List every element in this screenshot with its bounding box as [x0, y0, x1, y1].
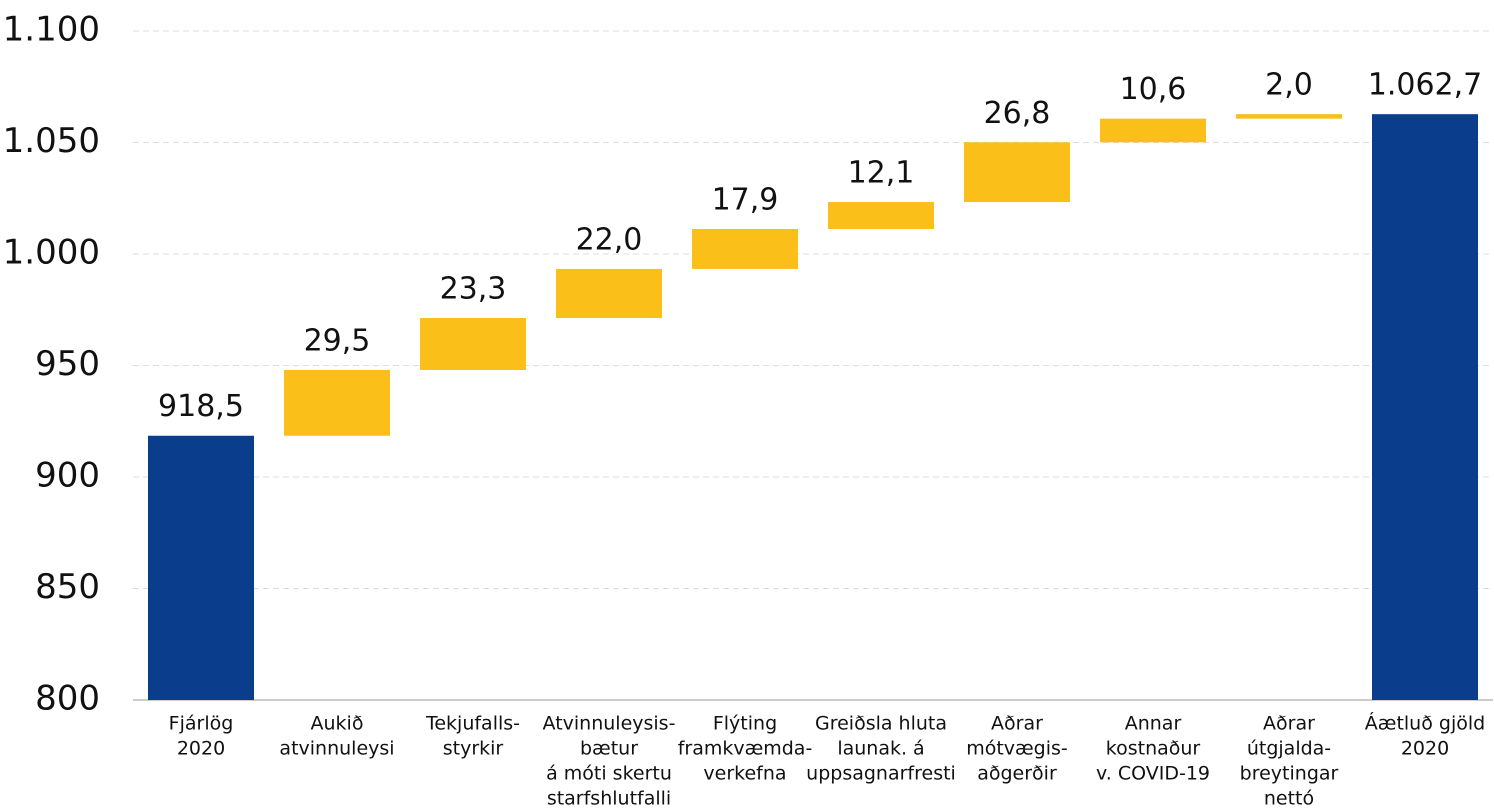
y-tick-label: 950	[35, 344, 100, 384]
value-label: 29,5	[304, 323, 371, 358]
y-tick-label: 900	[35, 456, 100, 496]
x-tick-label: Flýting	[713, 713, 777, 735]
bar	[964, 142, 1070, 203]
x-tick-label: mótvægis-	[966, 738, 1068, 760]
x-tick-label: atvinnuleysi	[279, 738, 394, 760]
bar	[148, 435, 254, 700]
y-tick-label: 1.050	[3, 121, 100, 161]
x-tick-label: á móti skertu	[546, 763, 672, 785]
x-tick-label: framkvæmda-	[678, 738, 813, 760]
x-tick-label: Tekjufalls-	[425, 713, 520, 735]
x-tick-label: Aðrar	[1263, 713, 1315, 735]
value-label: 918,5	[158, 389, 244, 424]
x-tick-label: 2020	[177, 738, 225, 760]
x-tick-label: breytingar	[1240, 763, 1339, 785]
value-label: 23,3	[440, 272, 507, 307]
x-tick-label: kostnaður	[1106, 738, 1201, 760]
bar	[284, 369, 390, 436]
x-tick-label: starfshlutfalli	[547, 788, 671, 810]
x-tick-label: styrkir	[443, 738, 504, 760]
bar	[1100, 118, 1206, 143]
y-tick-label: 800	[35, 679, 100, 719]
x-tick-label: bætur	[580, 738, 638, 760]
x-tick-label: Aðrar	[991, 713, 1043, 735]
bar	[1236, 114, 1342, 119]
y-tick-label: 1.000	[3, 233, 100, 273]
x-tick-label: v. COVID-19	[1096, 763, 1210, 785]
x-tick-label: Greiðsla hluta	[815, 713, 947, 735]
x-tick-label: launak. á	[837, 738, 924, 760]
value-label: 22,0	[576, 222, 643, 257]
x-tick-label: 2020	[1401, 738, 1449, 760]
bar	[828, 202, 934, 230]
x-tick-label: útgjalda-	[1247, 738, 1331, 760]
bar	[556, 268, 662, 319]
x-tick-label: Fjárlög	[169, 713, 234, 735]
x-tick-label: Aukið	[311, 713, 364, 735]
bar	[692, 229, 798, 269]
value-label: 17,9	[712, 183, 779, 218]
bar	[420, 318, 526, 370]
value-label: 10,6	[1120, 72, 1187, 107]
value-label: 26,8	[984, 96, 1051, 131]
x-tick-label: Atvinnuleysis-	[543, 713, 676, 735]
y-tick-label: 1.100	[3, 10, 100, 50]
value-label: 1.062,7	[1368, 68, 1483, 103]
x-tick-label: Áætluð gjöld	[1365, 712, 1485, 735]
x-tick-label: nettó	[1264, 788, 1314, 810]
x-tick-label: uppsagnarfresti	[806, 763, 956, 785]
x-tick-label: aðgerðir	[977, 763, 1057, 785]
bar	[1372, 114, 1478, 700]
x-tick-label: verkefna	[703, 763, 786, 785]
value-label: 12,1	[848, 156, 915, 191]
value-label: 2,0	[1265, 68, 1313, 103]
x-tick-label: Annar	[1125, 713, 1182, 735]
y-tick-label: 850	[35, 567, 100, 607]
